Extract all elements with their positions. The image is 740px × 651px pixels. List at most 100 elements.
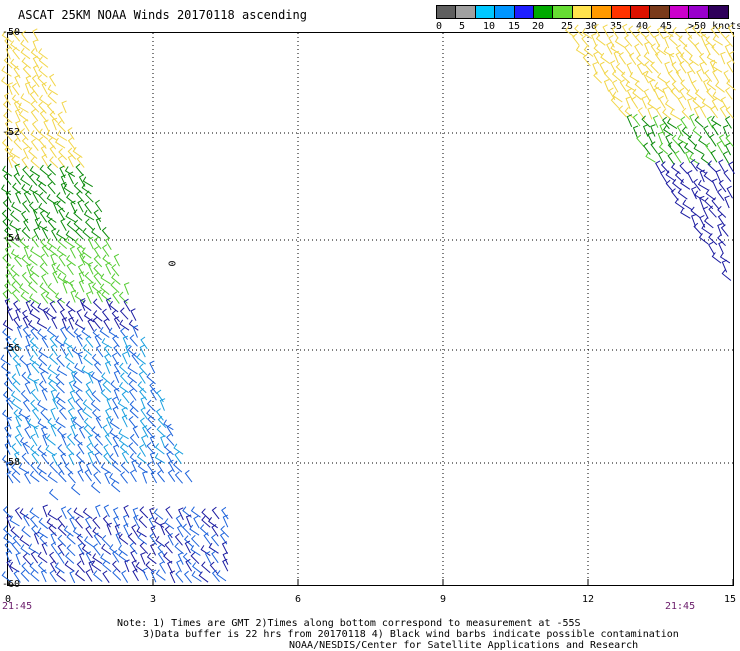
wind-barb <box>48 353 59 365</box>
wind-barb <box>85 462 92 476</box>
wind-barb <box>156 460 165 474</box>
wind-barb <box>147 415 157 428</box>
wind-barb <box>93 236 102 250</box>
wind-barb <box>136 353 146 365</box>
wind-barb <box>0 362 11 374</box>
wind-barb <box>90 481 101 494</box>
wind-barb <box>20 544 31 556</box>
wind-barb <box>591 33 597 46</box>
wind-barb <box>92 527 103 539</box>
wind-barb <box>60 326 67 340</box>
wind-barb <box>38 66 48 78</box>
wind-barb <box>693 143 704 155</box>
wind-barb <box>88 560 94 574</box>
wind-barb <box>122 514 129 528</box>
wind-barb <box>174 451 182 464</box>
lon-label-9: 9 <box>440 594 447 605</box>
wind-barb <box>183 570 192 584</box>
wind-barb <box>111 273 121 285</box>
wind-barb <box>45 292 56 304</box>
wind-barb <box>127 363 138 375</box>
wind-barb <box>727 24 735 38</box>
wind-barb <box>5 550 12 564</box>
lat-label-58: -58 <box>2 457 21 468</box>
wind-barb <box>16 325 23 338</box>
wind-barb <box>572 33 580 46</box>
wind-barb <box>720 96 728 110</box>
wind-barb <box>721 269 732 281</box>
wind-barb <box>643 51 654 64</box>
wind-barb <box>201 561 211 574</box>
wind-barb <box>118 544 128 557</box>
wind-barb <box>9 515 20 527</box>
wind-barb <box>112 549 120 563</box>
wind-barb <box>4 541 13 555</box>
wind-barb <box>708 241 715 255</box>
wind-barb <box>92 316 101 330</box>
wind-barb <box>115 532 122 545</box>
wind-barb <box>111 309 120 323</box>
wind-barb <box>104 432 113 446</box>
wind-barb <box>5 397 14 410</box>
wind-barb <box>56 297 65 311</box>
wind-barb <box>22 441 29 455</box>
wind-barb <box>679 60 687 74</box>
wind-barb <box>707 160 717 173</box>
wind-barb <box>634 80 644 92</box>
wind-barb <box>600 52 611 65</box>
wind-barb <box>70 289 76 303</box>
wind-barb <box>11 201 22 213</box>
legend-label: 0 <box>436 21 443 32</box>
wind-barb <box>132 425 140 439</box>
wind-barb <box>698 233 709 245</box>
wind-barb <box>182 552 192 565</box>
wind-barb <box>112 406 119 419</box>
wind-barb <box>59 343 67 356</box>
wind-barb <box>79 298 86 311</box>
lat-label-56: -56 <box>2 343 21 354</box>
wind-barb <box>30 100 40 113</box>
wind-barb <box>121 450 129 464</box>
wind-barb <box>680 208 691 219</box>
wind-barb <box>51 316 58 330</box>
wind-barb <box>94 451 101 465</box>
wind-barb <box>103 452 112 465</box>
wind-barb <box>709 133 717 147</box>
wind-barb <box>9 561 20 573</box>
wind-barb <box>55 417 66 429</box>
wind-barb <box>56 365 68 377</box>
wind-barb <box>38 136 47 149</box>
wind-barb <box>19 535 30 547</box>
wind-barb <box>4 120 12 133</box>
wind-barb <box>216 570 227 582</box>
wind-barb <box>45 445 56 457</box>
wind-barb <box>1 455 12 467</box>
wind-barb <box>36 318 48 330</box>
wind-barb <box>717 205 727 218</box>
wind-barb <box>23 245 30 259</box>
wind-barb <box>31 407 40 420</box>
wind-barb <box>654 82 665 94</box>
wind-barb <box>46 238 57 250</box>
wind-barb <box>30 461 39 474</box>
wind-barb <box>92 310 103 322</box>
wind-barb <box>619 79 627 92</box>
wind-barb <box>91 390 101 403</box>
wind-barb <box>11 155 21 168</box>
wind-barb <box>174 533 183 546</box>
wind-barb <box>30 433 38 447</box>
wind-barb <box>138 516 148 529</box>
wind-barb <box>574 24 584 37</box>
wind-barb <box>13 129 21 142</box>
wind-barb <box>55 381 65 394</box>
wind-barb <box>66 254 76 267</box>
wind-barb <box>111 460 122 473</box>
wind-barb <box>64 552 75 564</box>
wind-barb <box>692 96 702 109</box>
wind-barb <box>19 237 29 250</box>
wind-barb <box>130 308 137 321</box>
wind-barb <box>73 507 84 519</box>
wind-barb <box>49 145 57 158</box>
wind-barb <box>711 115 722 127</box>
wind-barb <box>715 81 725 93</box>
